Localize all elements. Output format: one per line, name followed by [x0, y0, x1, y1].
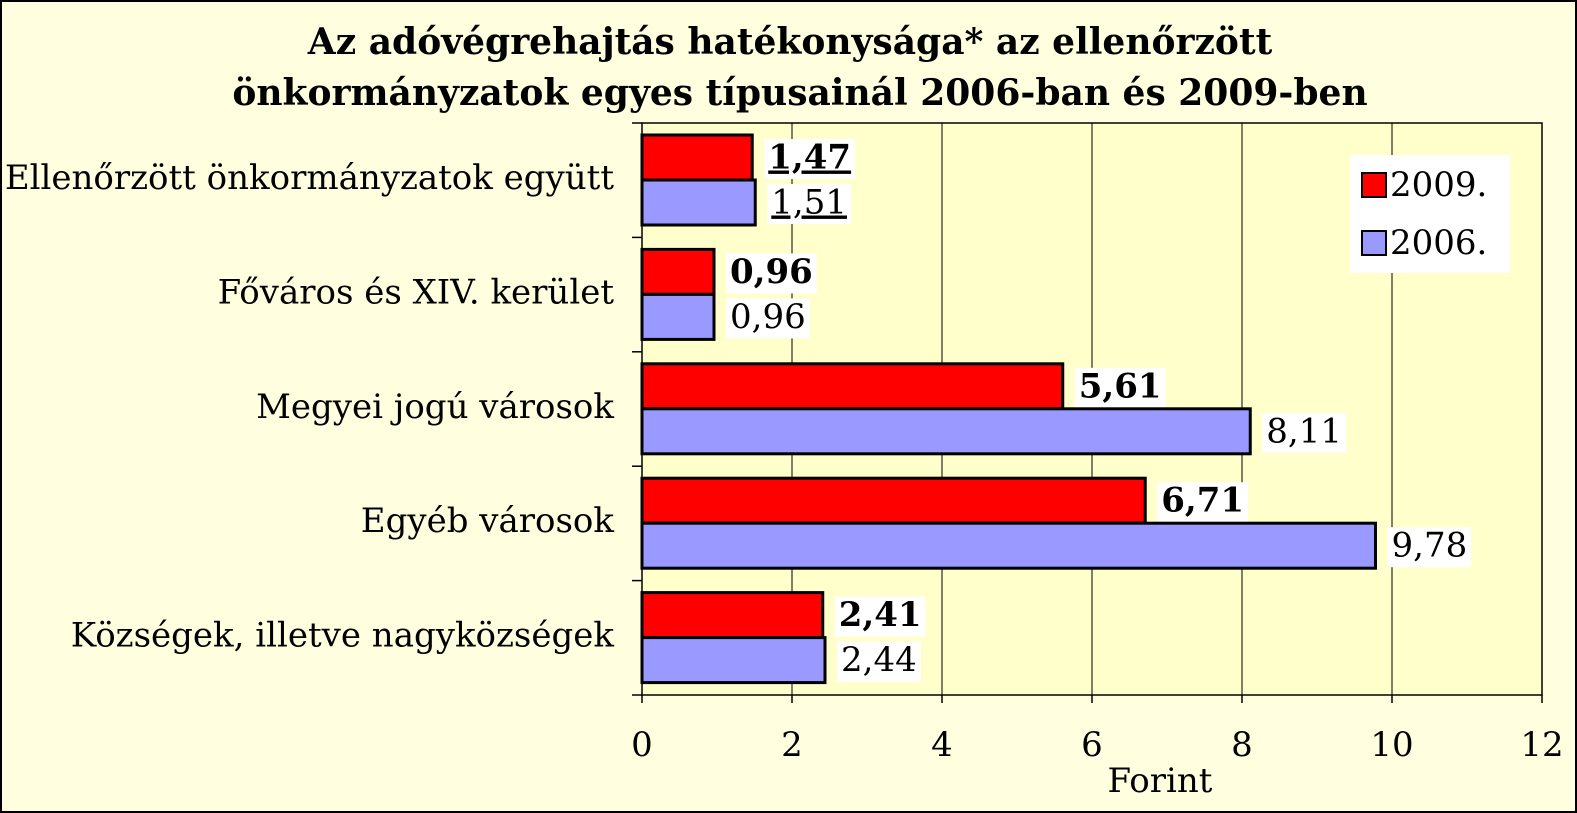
value-label: 8,11: [1266, 411, 1342, 451]
y-tick-label: Egyéb városok: [361, 501, 615, 541]
value-label-bg: [764, 139, 856, 179]
x-tick-label: 12: [1520, 725, 1563, 765]
x-tick-label: 8: [1231, 725, 1253, 765]
value-label: 2,41: [839, 595, 922, 635]
bar: [640, 521, 1377, 570]
bar: [640, 292, 716, 341]
x-tick-label: 2: [781, 725, 803, 765]
value-label: 0,96: [730, 252, 813, 292]
x-tick-label: 4: [931, 725, 953, 765]
chart-title: Az adóvégrehajtás hatékonysága* az ellen…: [307, 21, 1273, 63]
legend-label: 2006.: [1390, 223, 1487, 263]
x-axis-label: Forint: [1108, 761, 1213, 801]
value-label-bg: [726, 298, 810, 339]
bar: [640, 362, 1065, 411]
legend-swatch: [1361, 230, 1387, 256]
y-tick-label: Megyei jogú városok: [256, 387, 614, 427]
bar: [640, 476, 1147, 525]
value-label: 2,44: [841, 640, 917, 680]
y-tick-label: Ellenőrzött önkormányzatok együtt: [5, 158, 615, 198]
bar: [640, 636, 827, 685]
value-label: 1,47: [768, 138, 851, 178]
value-label-bg: [767, 184, 851, 224]
legend-label: 2009.: [1390, 165, 1487, 205]
bar: [640, 247, 716, 296]
value-label-bg: [837, 641, 921, 682]
value-label-bg: [1157, 482, 1249, 523]
bar: [640, 133, 754, 182]
x-tick-label: 6: [1081, 725, 1103, 765]
bar: [640, 591, 825, 640]
bar: [640, 178, 757, 227]
x-tick-label: 0: [631, 725, 653, 765]
chart-title: önkormányzatok egyes típusainál 2006-ban…: [232, 72, 1367, 114]
value-label-bg: [1262, 412, 1346, 453]
y-tick-label: Községek, illetve nagyközségek: [71, 616, 615, 656]
value-label: 5,61: [1079, 366, 1162, 406]
value-label-bg: [834, 596, 926, 637]
value-label-bg: [1074, 367, 1166, 408]
bar: [640, 407, 1252, 456]
value-label: 1,51: [771, 183, 847, 223]
value-label: 0,96: [730, 297, 806, 337]
legend-swatch: [1361, 172, 1387, 198]
value-label: 6,71: [1161, 481, 1244, 521]
y-tick-label: Főváros és XIV. kerület: [218, 272, 615, 312]
x-tick-label: 10: [1370, 725, 1413, 765]
value-label-bg: [1387, 527, 1472, 568]
value-label-bg: [726, 253, 817, 294]
value-label: 9,78: [1392, 526, 1468, 566]
